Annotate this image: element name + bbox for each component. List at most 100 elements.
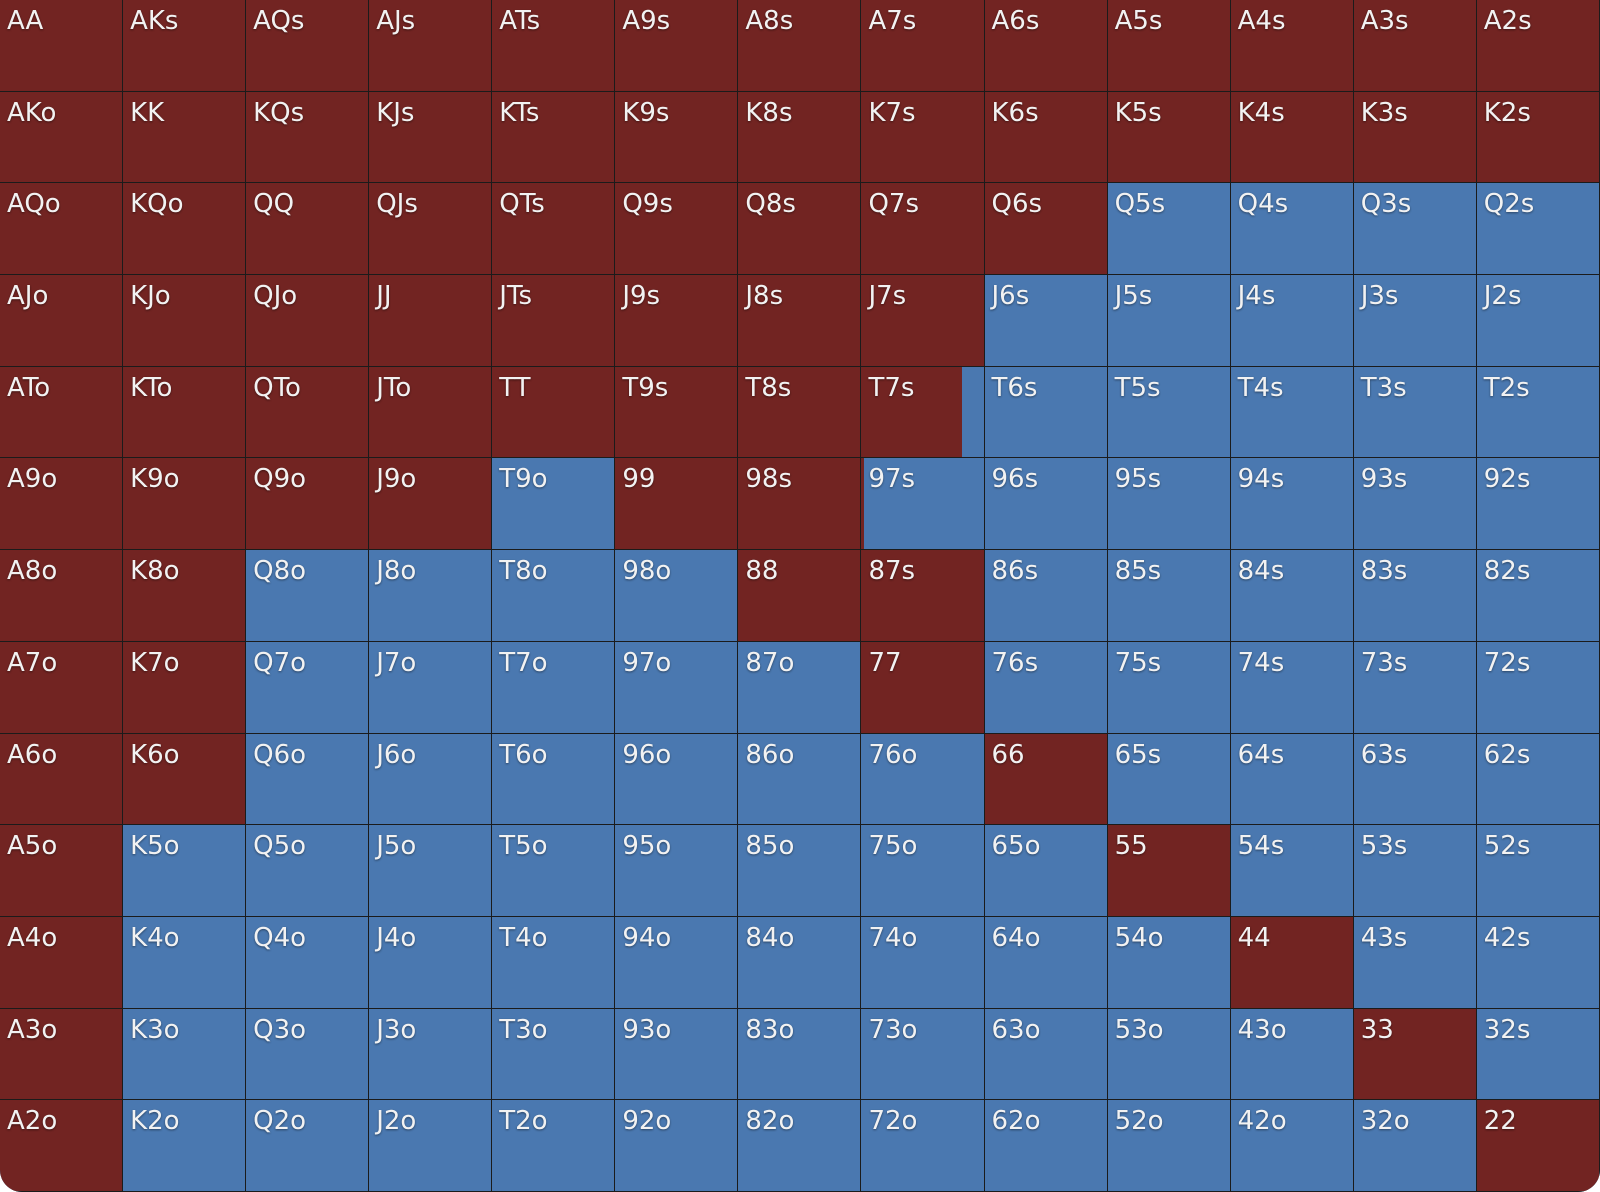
hand-cell[interactable]: K4s: [1230, 91, 1354, 184]
hand-cell[interactable]: 55: [1107, 825, 1231, 917]
hand-cell[interactable]: 65s: [1107, 733, 1231, 826]
hand-cell[interactable]: A5o: [0, 825, 124, 917]
hand-cell[interactable]: KQs: [246, 91, 370, 184]
hand-cell[interactable]: 95o: [615, 825, 739, 917]
hand-cell[interactable]: 86s: [984, 550, 1108, 642]
hand-cell[interactable]: A9o: [0, 458, 124, 551]
hand-cell[interactable]: J5s: [1107, 275, 1231, 367]
hand-cell[interactable]: AQs: [246, 0, 370, 92]
hand-cell[interactable]: A2s: [1476, 0, 1600, 92]
hand-cell[interactable]: K3o: [123, 1008, 247, 1101]
hand-cell[interactable]: 32o: [1353, 1100, 1477, 1192]
hand-cell[interactable]: 52o: [1107, 1100, 1231, 1192]
hand-cell[interactable]: JJ: [369, 275, 493, 367]
hand-cell[interactable]: 64s: [1230, 733, 1354, 826]
hand-cell[interactable]: T7s: [861, 366, 985, 459]
hand-cell[interactable]: 75o: [861, 825, 985, 917]
hand-cell[interactable]: 83s: [1353, 550, 1477, 642]
hand-cell[interactable]: J2o: [369, 1100, 493, 1192]
hand-cell[interactable]: 99: [615, 458, 739, 551]
hand-cell[interactable]: A8s: [738, 0, 862, 92]
hand-cell[interactable]: K3s: [1353, 91, 1477, 184]
hand-cell[interactable]: A6o: [0, 733, 124, 826]
hand-cell[interactable]: 94o: [615, 916, 739, 1009]
hand-cell[interactable]: 74o: [861, 916, 985, 1009]
hand-cell[interactable]: 98s: [738, 458, 862, 551]
hand-cell[interactable]: J9s: [615, 275, 739, 367]
hand-cell[interactable]: Q7o: [246, 641, 370, 734]
hand-cell[interactable]: J3o: [369, 1008, 493, 1101]
hand-cell[interactable]: 42o: [1230, 1100, 1354, 1192]
hand-cell[interactable]: T2s: [1476, 366, 1600, 459]
hand-cell[interactable]: ATo: [0, 366, 124, 459]
hand-cell[interactable]: KK: [123, 91, 247, 184]
hand-cell[interactable]: K6s: [984, 91, 1108, 184]
hand-cell[interactable]: 73o: [861, 1008, 985, 1101]
hand-cell[interactable]: K8o: [123, 550, 247, 642]
hand-cell[interactable]: K4o: [123, 916, 247, 1009]
hand-cell[interactable]: 93s: [1353, 458, 1477, 551]
hand-cell[interactable]: J2s: [1476, 275, 1600, 367]
hand-cell[interactable]: 73s: [1353, 641, 1477, 734]
hand-cell[interactable]: Q6s: [984, 183, 1108, 276]
hand-cell[interactable]: 82s: [1476, 550, 1600, 642]
hand-cell[interactable]: J7s: [861, 275, 985, 367]
hand-cell[interactable]: KJs: [369, 91, 493, 184]
hand-cell[interactable]: Q5o: [246, 825, 370, 917]
hand-cell[interactable]: 83o: [738, 1008, 862, 1101]
hand-cell[interactable]: T3o: [492, 1008, 616, 1101]
hand-cell[interactable]: 97o: [615, 641, 739, 734]
hand-cell[interactable]: 54o: [1107, 916, 1231, 1009]
hand-cell[interactable]: AKo: [0, 91, 124, 184]
hand-cell[interactable]: A5s: [1107, 0, 1231, 92]
hand-cell[interactable]: K6o: [123, 733, 247, 826]
hand-cell[interactable]: K8s: [738, 91, 862, 184]
hand-cell[interactable]: 33: [1353, 1008, 1477, 1101]
hand-cell[interactable]: KTo: [123, 366, 247, 459]
hand-cell[interactable]: 85s: [1107, 550, 1231, 642]
hand-cell[interactable]: T8s: [738, 366, 862, 459]
hand-cell[interactable]: J5o: [369, 825, 493, 917]
hand-cell[interactable]: QTo: [246, 366, 370, 459]
hand-cell[interactable]: K7s: [861, 91, 985, 184]
hand-cell[interactable]: K2s: [1476, 91, 1600, 184]
hand-cell[interactable]: A3o: [0, 1008, 124, 1101]
hand-cell[interactable]: Q6o: [246, 733, 370, 826]
hand-cell[interactable]: KQo: [123, 183, 247, 276]
hand-cell[interactable]: A7s: [861, 0, 985, 92]
hand-cell[interactable]: 32s: [1476, 1008, 1600, 1101]
hand-cell[interactable]: Q5s: [1107, 183, 1231, 276]
hand-cell[interactable]: 95s: [1107, 458, 1231, 551]
hand-cell[interactable]: A7o: [0, 641, 124, 734]
hand-cell[interactable]: T8o: [492, 550, 616, 642]
hand-cell[interactable]: 84s: [1230, 550, 1354, 642]
hand-cell[interactable]: JTs: [492, 275, 616, 367]
hand-cell[interactable]: 77: [861, 641, 985, 734]
hand-cell[interactable]: T2o: [492, 1100, 616, 1192]
hand-cell[interactable]: Q7s: [861, 183, 985, 276]
hand-cell[interactable]: 62s: [1476, 733, 1600, 826]
hand-cell[interactable]: 42s: [1476, 916, 1600, 1009]
hand-cell[interactable]: T6s: [984, 366, 1108, 459]
hand-cell[interactable]: J6o: [369, 733, 493, 826]
hand-cell[interactable]: QTs: [492, 183, 616, 276]
hand-cell[interactable]: 62o: [984, 1100, 1108, 1192]
hand-cell[interactable]: AJo: [0, 275, 124, 367]
hand-cell[interactable]: J3s: [1353, 275, 1477, 367]
hand-cell[interactable]: 74s: [1230, 641, 1354, 734]
hand-cell[interactable]: 82o: [738, 1100, 862, 1192]
hand-cell[interactable]: TT: [492, 366, 616, 459]
hand-cell[interactable]: K7o: [123, 641, 247, 734]
hand-cell[interactable]: K9s: [615, 91, 739, 184]
hand-cell[interactable]: 92o: [615, 1100, 739, 1192]
hand-cell[interactable]: J4s: [1230, 275, 1354, 367]
hand-cell[interactable]: 87s: [861, 550, 985, 642]
hand-cell[interactable]: 96o: [615, 733, 739, 826]
hand-cell[interactable]: 65o: [984, 825, 1108, 917]
hand-cell[interactable]: AKs: [123, 0, 247, 92]
hand-cell[interactable]: A6s: [984, 0, 1108, 92]
hand-cell[interactable]: 44: [1230, 916, 1354, 1009]
hand-cell[interactable]: T4s: [1230, 366, 1354, 459]
hand-cell[interactable]: 86o: [738, 733, 862, 826]
hand-cell[interactable]: T6o: [492, 733, 616, 826]
